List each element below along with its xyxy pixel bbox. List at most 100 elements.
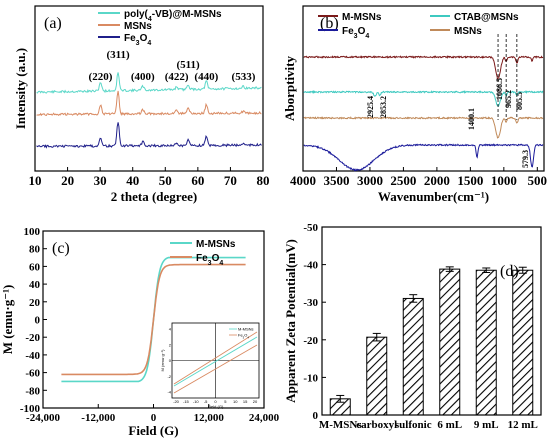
panel-a-xtick-label: 70 — [224, 173, 237, 188]
panel-b-annotation: 1086.5 — [495, 78, 504, 100]
panel-c-inset-ytick-label: 0 — [169, 358, 172, 363]
panel-c-ylabel: M (emu·g⁻¹) — [0, 285, 15, 355]
panel-d-frame — [321, 226, 542, 416]
panel-b-legend-entry: M-MSNs — [342, 12, 382, 23]
panel-c-inset-ytick-label: -2 — [167, 374, 171, 379]
panel-b-xtick-label: 2500 — [390, 173, 416, 188]
panel-b-series-line — [303, 89, 544, 107]
panel-d-ytick-label: -50 — [303, 222, 318, 234]
panel-c-inset-ytick-label: 2 — [169, 342, 172, 347]
panel-b-xtick-label: 1500 — [457, 173, 483, 188]
panel-c-ytick-label: 80 — [29, 244, 41, 256]
panel-a-xtick-label: 80 — [257, 173, 270, 188]
panel-a-ylabel: Intensity (a.u.) — [13, 48, 28, 129]
panel-c-inset-xtick-label: 15 — [243, 399, 248, 404]
panel-a-peak-label: (422) — [165, 71, 189, 83]
panel-d-category-label: 9 mL — [474, 419, 499, 431]
panel-b-xtick-label: 4000 — [290, 173, 316, 188]
panel-a-peak-label: (220) — [89, 71, 113, 83]
panel-a-legend-entry: MSNs — [124, 21, 152, 32]
panel-b-xtick-label: 3000 — [357, 173, 383, 188]
panel-b-frame — [302, 5, 545, 172]
panel-c-inset-xtick-label: 0 — [214, 399, 217, 404]
panel-d-category-label: sulfonic — [395, 419, 432, 431]
panel-b-annotation: 2853.2 — [379, 96, 388, 118]
panel-c-inset-ytick-label: 4 — [169, 327, 172, 332]
panel-b-annotation: 965.2 — [504, 90, 513, 108]
panel-a-peak-label: (400) — [131, 71, 155, 83]
panel-b-legend-entry: CTAB@MSNs — [454, 12, 519, 23]
panel-d-bar — [402, 297, 424, 416]
panel-d-bar — [439, 268, 461, 416]
panel-c-inset-xtick-label: 20 — [253, 399, 258, 404]
panel-c-series-line — [61, 263, 246, 376]
panel-c-inset-xtick-label: 10 — [233, 399, 238, 404]
panel-d-ylabel: Apparent Zeta Potential(mV) — [283, 239, 298, 403]
panel-d-bar — [366, 336, 388, 416]
panel-b-annotation: 1400.1 — [467, 108, 476, 130]
panel-d-bar — [512, 269, 534, 416]
panel-d-ytick-label: -30 — [303, 297, 318, 309]
panel-a-frame — [34, 5, 264, 172]
panel-a-xtick-label: 40 — [126, 173, 139, 188]
panel-c-inset-legend-entry: M-MSNs — [238, 327, 254, 332]
panel-c-ytick-label: -20 — [25, 332, 40, 344]
panel-d-bar — [475, 269, 497, 416]
panel-c-xlabel: Field (G) — [128, 423, 178, 438]
panel-c-ytick-label: 20 — [29, 297, 41, 309]
panel-a-xtick-label: 50 — [159, 173, 172, 188]
panel-a-xtick-label: 60 — [191, 173, 204, 188]
panel-a-peak-label: (511) — [176, 59, 200, 71]
panel-c-inset-xtick-label: -5 — [204, 399, 208, 404]
panel-c-inset-line — [173, 336, 258, 387]
panel-c-ytick-label: 40 — [29, 279, 41, 291]
panel-a-xtick-label: 20 — [61, 173, 74, 188]
panel-c-ytick-label: -60 — [25, 368, 40, 380]
panel-d-category-label: carboxyl — [356, 419, 397, 431]
panel-c-inset-xtick-label: -10 — [193, 399, 200, 404]
panel-a-series-line — [36, 90, 262, 117]
panel-c-inset-xtick-label: -15 — [183, 399, 190, 404]
panel-d-category-label: 6 mL — [437, 419, 462, 431]
panel-a-peak-label: (311) — [106, 49, 130, 61]
panel-c-label: (c) — [52, 240, 70, 257]
panel-c-inset-xtick-label: -20 — [173, 399, 180, 404]
panel-b-annotation: 2925.4 — [366, 96, 375, 118]
panel-a-xlabel: 2 theta (degree) — [111, 189, 197, 204]
panel-c-inset-ytick-label: -4 — [167, 390, 171, 395]
panel-a-series-line — [36, 72, 262, 94]
panel-d-ytick-label: 0 — [313, 410, 319, 422]
panel-b-xtick-label: 500 — [528, 173, 548, 188]
panel-c-inset-ylabel: M (emu·g⁻¹) — [160, 349, 165, 372]
panel-c-xtick-label: 24,000 — [249, 412, 280, 424]
panel-c-legend-entry: M-MSNs — [196, 239, 236, 250]
panel-c-ytick-label: 0 — [35, 315, 41, 327]
panel-d-category-label: M-MSNs — [319, 419, 362, 431]
panel-b-legend-entry: Fe3O4 — [342, 26, 369, 40]
panel-b-xtick-label: 1000 — [491, 173, 517, 188]
panel-b-legend-entry: MSNs — [454, 26, 482, 37]
panel-d-ytick-label: -40 — [303, 260, 318, 272]
panel-c-xtick-label: 12,000 — [194, 412, 225, 424]
panel-c-ytick-label: 60 — [29, 261, 41, 273]
panel-c-xtick-label: -12,000 — [81, 412, 115, 424]
panel-a-series-line — [36, 122, 262, 149]
panel-a-peak-label: (440) — [194, 71, 218, 83]
panel-c-legend-entry: Fe3O4 — [196, 253, 223, 267]
panel-c-inset-xtick-label: 5 — [224, 399, 227, 404]
panel-b-ylabel: Aborptivity — [282, 56, 297, 122]
panel-b-xtick-label: 2000 — [424, 173, 450, 188]
panel-a-label: (a) — [44, 15, 62, 32]
panel-a-legend-entry: Fe3O4 — [124, 33, 151, 47]
panel-c-inset-line — [173, 344, 258, 394]
panel-c-inset-xlabel: Field (G) — [208, 404, 224, 409]
panel-d-ytick-label: -10 — [303, 372, 318, 384]
panel-c-ytick-label: -100 — [20, 403, 41, 415]
panel-c-xtick-label: 0 — [151, 412, 157, 424]
panel-a-peak-label: (533) — [232, 71, 256, 83]
panel-b-series-line — [303, 55, 544, 80]
panel-d-ytick-label: -20 — [303, 335, 318, 347]
panel-d-category-label: 12 mL — [508, 419, 538, 431]
panel-b-annotation: 579.3 — [521, 150, 530, 168]
